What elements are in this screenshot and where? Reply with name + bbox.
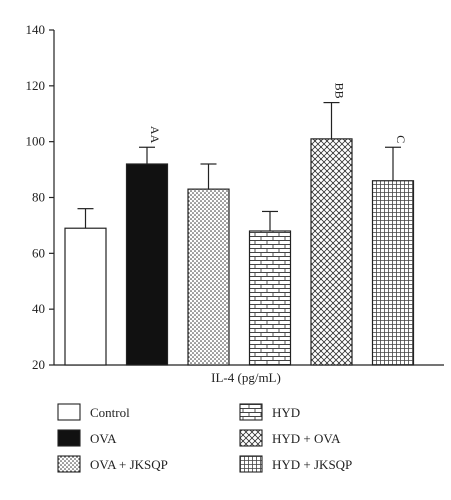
bar-group: [64, 208, 107, 366]
y-tick-label: 80: [32, 190, 45, 205]
bar: [371, 180, 415, 366]
legend-label: HYD: [272, 405, 300, 420]
legend-label: OVA: [90, 431, 117, 446]
significance-label: C: [394, 135, 408, 143]
bar: [125, 163, 169, 366]
bar: [248, 230, 292, 366]
y-tick-label: 100: [26, 134, 46, 149]
legend-swatch: [57, 455, 81, 473]
bar: [310, 138, 353, 366]
legend-label: HYD + JKSQP: [272, 457, 352, 472]
x-axis-label: IL-4 (pg/mL): [211, 370, 281, 385]
significance-label: AA: [148, 126, 162, 144]
legend-swatch: [57, 403, 81, 421]
y-tick-label: 40: [32, 301, 45, 316]
legend-swatch: [239, 455, 263, 473]
bar-group: AA: [125, 126, 169, 366]
legend: Control OVA OVA + JKSQP HYD HYD + OVA HYD + J…: [57, 403, 352, 473]
bars: AA BB C: [64, 83, 415, 366]
bar-group: [248, 210, 292, 366]
bar-group: BB: [310, 83, 353, 366]
bar-group: C: [371, 135, 415, 366]
significance-label: BB: [333, 83, 347, 99]
legend-label: HYD + OVA: [272, 431, 341, 446]
legend-item: HYD: [239, 403, 300, 421]
y-tick-label: 20: [32, 357, 45, 372]
bar: [64, 227, 107, 366]
legend-item: OVA: [57, 429, 117, 447]
legend-swatch: [239, 403, 263, 421]
legend-label: OVA + JKSQP: [90, 457, 168, 472]
legend-item: HYD + JKSQP: [239, 455, 352, 473]
y-tick-label: 60: [32, 245, 45, 260]
legend-item: OVA + JKSQP: [57, 455, 168, 473]
legend-swatch: [239, 429, 263, 447]
axes: 20 40 60 80 100 120 140: [26, 22, 444, 372]
y-tick-label: 120: [26, 78, 46, 93]
y-tick-label: 140: [26, 22, 46, 37]
bar: [187, 188, 230, 366]
legend-swatch: [57, 429, 81, 447]
legend-item: HYD + OVA: [239, 429, 341, 447]
legend-label: Control: [90, 405, 130, 420]
legend-item: Control: [57, 403, 130, 421]
bar-group: [187, 163, 230, 366]
